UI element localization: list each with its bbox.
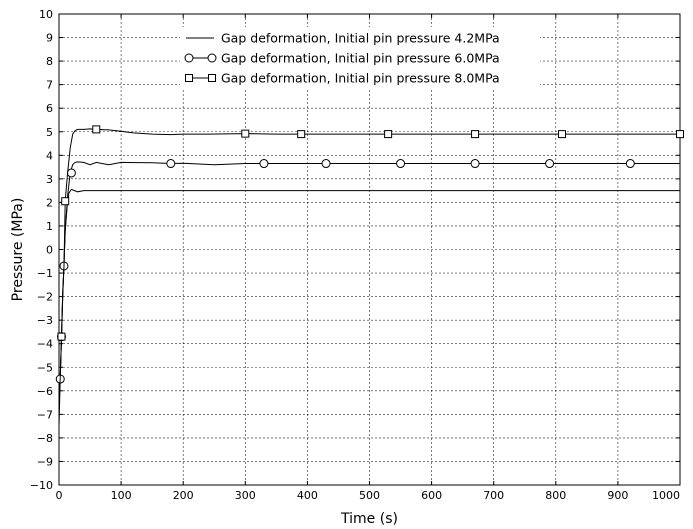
square-marker [676,130,684,139]
square-marker [61,197,70,206]
legend-label: Gap deformation, Initial pin pressure 4.… [221,31,500,46]
y-tick-label: −5 [37,361,53,374]
y-tick-label: 5 [46,126,53,139]
x-tick-label: 900 [607,489,628,502]
circle-marker [396,159,406,169]
grid-lines [59,14,680,485]
x-tick-label: 0 [56,489,63,502]
y-tick-label: −8 [37,432,53,445]
y-tick-label: −1 [37,267,53,280]
y-tick-label: 10 [39,8,53,21]
x-axis-title: Time (s) [340,511,398,527]
circle-marker [259,159,269,169]
circle-marker [166,159,176,169]
circle-marker [625,159,635,169]
square-marker [384,130,393,139]
circle-marker [321,159,331,169]
legend-item-2: Gap deformation, Initial pin pressure 6.… [184,51,500,66]
circle-marker [184,53,194,63]
series-2 [55,159,680,410]
y-tick-label: 6 [46,102,53,115]
square-marker [558,130,567,139]
y-tick-label: 3 [46,173,53,186]
x-tick-label: 800 [545,489,566,502]
y-tick-label: −4 [37,338,53,351]
x-tick-label: 700 [483,489,504,502]
legend-label: Gap deformation, Initial pin pressure 8.… [221,71,500,86]
square-marker [185,74,193,82]
y-tick-label: 1 [46,220,53,233]
square-marker [92,125,101,134]
y-tick-label: 8 [46,55,53,68]
y-tick-label: 0 [46,244,53,257]
y-tick-label: −10 [30,479,53,492]
series-line [58,128,680,403]
legend-label: Gap deformation, Initial pin pressure 6.… [221,51,500,66]
legend: Gap deformation, Initial pin pressure 4.… [180,27,540,89]
y-tick-label: −6 [37,385,53,398]
x-tick-label: 200 [173,489,194,502]
square-marker [241,129,250,138]
series-3 [57,125,684,403]
y-axis-title: Pressure (MPa) [10,198,26,302]
y-tick-label: −9 [37,455,53,468]
legend-background [180,27,540,89]
y-tick-label: −2 [37,291,53,304]
y-tick-label: 2 [46,196,53,209]
x-tick-label: 1000 [652,489,680,502]
x-tick-label: 300 [235,489,256,502]
x-tick-label: 100 [111,489,132,502]
square-marker [57,332,66,341]
circle-marker [545,159,555,169]
circle-marker [66,168,76,178]
y-tick-label: 4 [46,149,53,162]
legend-item-1: Gap deformation, Initial pin pressure 4.… [186,31,500,46]
x-tick-label: 600 [421,489,442,502]
legend-item-3: Gap deformation, Initial pin pressure 8.… [185,71,500,86]
square-marker [297,130,306,139]
x-tick-label: 400 [297,489,318,502]
y-tick-label: 9 [46,32,53,45]
x-tick-label: 500 [359,489,380,502]
circle-marker [207,53,217,63]
square-marker [471,130,480,139]
y-tick-label: −3 [37,314,53,327]
circle-marker [470,159,480,169]
series-layer [55,125,684,427]
y-tick-label: −7 [37,408,53,421]
square-marker [208,74,216,82]
y-tick-label: 7 [46,79,53,92]
